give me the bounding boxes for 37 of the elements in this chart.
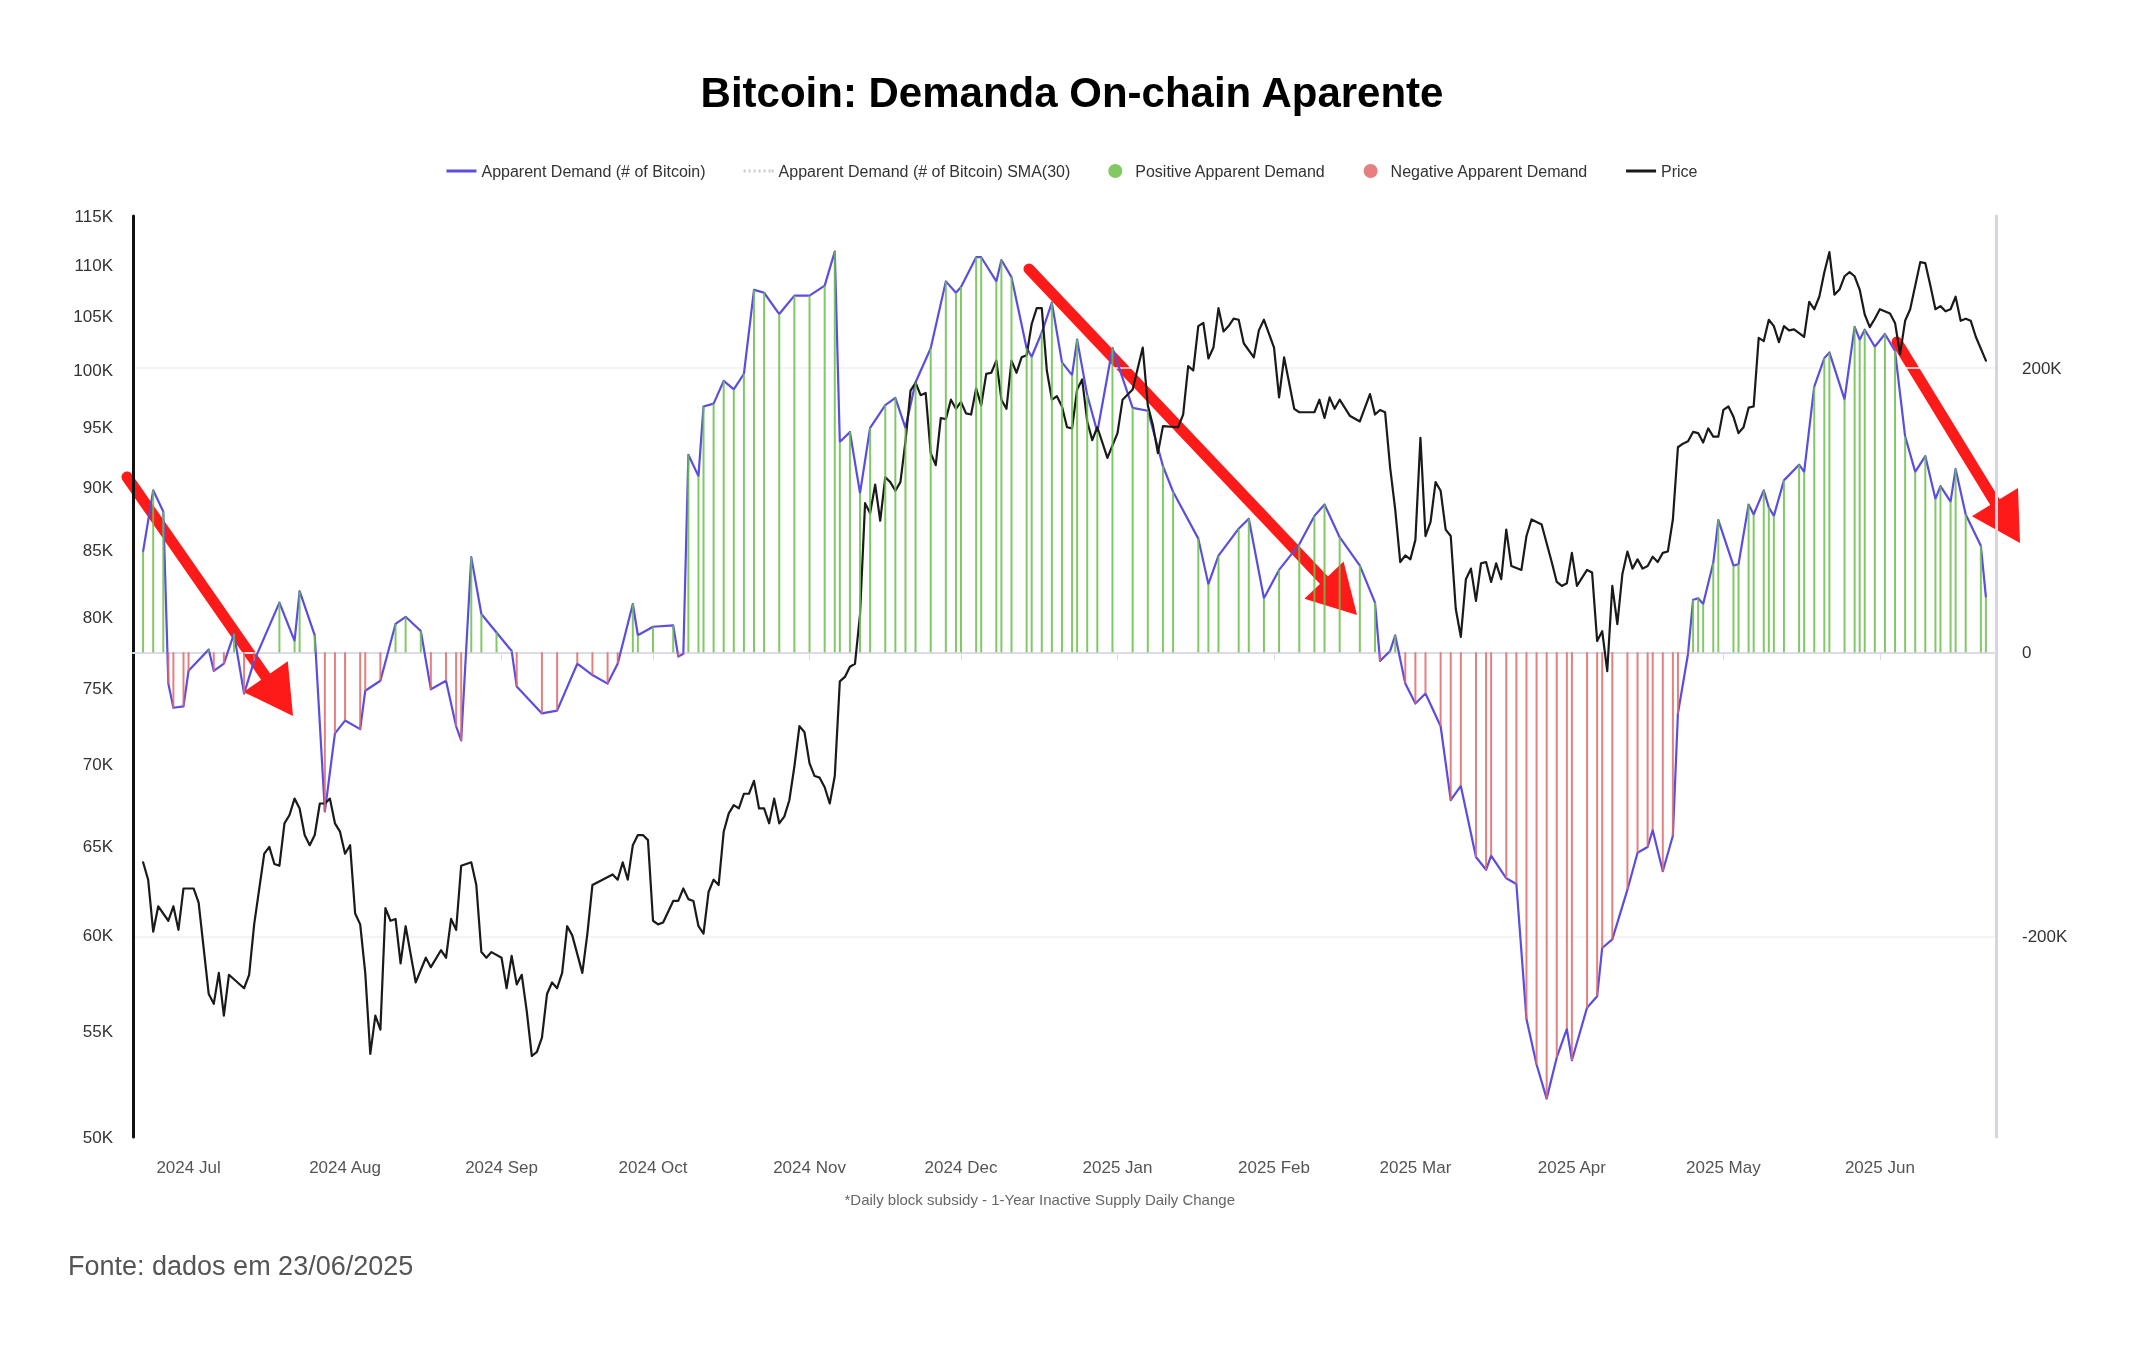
y-tick-label: 80K xyxy=(82,607,114,627)
chart-title: Bitcoin: Demanda On-chain Aparente xyxy=(700,68,1444,116)
y-tick-label: 70K xyxy=(82,755,114,775)
y-tick-label: 105K xyxy=(73,307,114,327)
x-tick-label: 2025 Jun xyxy=(1844,1158,1915,1177)
x-tick-label: 2025 Feb xyxy=(1238,1158,1310,1177)
x-tick-label: 2025 May xyxy=(1686,1158,1762,1177)
legend-label: Apparent Demand (# of Bitcoin) SMA(30) xyxy=(778,162,1071,180)
y-tick-label: 100K xyxy=(73,361,114,381)
y-tick-label: 90K xyxy=(82,477,114,497)
source-note: Fonte: dados em 23/06/2025 xyxy=(68,1250,414,1281)
x-tick-label: 2025 Jan xyxy=(1082,1158,1153,1177)
x-tick-label: 2024 Nov xyxy=(773,1158,847,1177)
y2-tick-label: -200K xyxy=(2022,927,2069,947)
x-tick-label: 2024 Dec xyxy=(924,1158,998,1177)
y-tick-label: 55K xyxy=(82,1022,114,1042)
x-tick-label: 2025 Mar xyxy=(1379,1158,1452,1177)
y-tick-label: 50K xyxy=(82,1127,114,1147)
y2-tick-label: 200K xyxy=(2022,358,2063,378)
legend-label: Negative Apparent Demand xyxy=(1390,162,1588,180)
x-tick-label: 2025 Apr xyxy=(1537,1158,1607,1177)
x-tick-label: 2024 Jul xyxy=(156,1158,221,1177)
y-tick-label: 75K xyxy=(82,679,114,699)
x-tick-label: 2024 Oct xyxy=(618,1158,688,1177)
y2-tick-label: 0 xyxy=(2022,642,2032,662)
y-tick-label: 65K xyxy=(82,837,114,857)
y-tick-label: 95K xyxy=(82,417,114,437)
y-tick-label: 110K xyxy=(74,255,114,275)
y-tick-label: 115K xyxy=(74,206,114,226)
y-tick-label: 85K xyxy=(82,540,114,560)
legend-label: Positive Apparent Demand xyxy=(1135,162,1325,180)
y-tick-label: 60K xyxy=(82,925,114,945)
legend-label: Price xyxy=(1661,162,1698,180)
x-tick-label: 2024 Aug xyxy=(309,1158,381,1177)
legend-label: Apparent Demand (# of Bitcoin) xyxy=(481,162,706,180)
text: *Daily block subsidy - 1-Year Inactive Supply Daily Change xyxy=(844,1191,1235,1208)
x-tick-label: 2024 Sep xyxy=(465,1158,538,1177)
